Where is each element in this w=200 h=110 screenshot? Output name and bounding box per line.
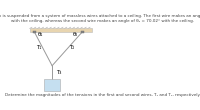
Text: Determine the magnitudes of the tensions in the first and second wires, T₁ and T: Determine the magnitudes of the tensions… [5, 94, 200, 97]
Text: θ₁: θ₁ [38, 32, 44, 37]
Text: with the ceiling, whereas the second wire makes an angle of θ₂ = 70.02° with the: with the ceiling, whereas the second wir… [11, 19, 194, 23]
Text: A 3.00 kg box is suspended from a system of massless wires attached to a ceiling: A 3.00 kg box is suspended from a system… [0, 14, 200, 18]
Text: θ₂: θ₂ [73, 32, 78, 37]
Text: T₁: T₁ [36, 45, 41, 50]
Bar [33, 31, 36, 33]
Bar [81, 31, 84, 33]
Bar [44, 79, 60, 91]
Bar [30, 28, 92, 32]
Text: T₂: T₂ [69, 45, 75, 50]
Text: T₃: T₃ [56, 70, 62, 75]
